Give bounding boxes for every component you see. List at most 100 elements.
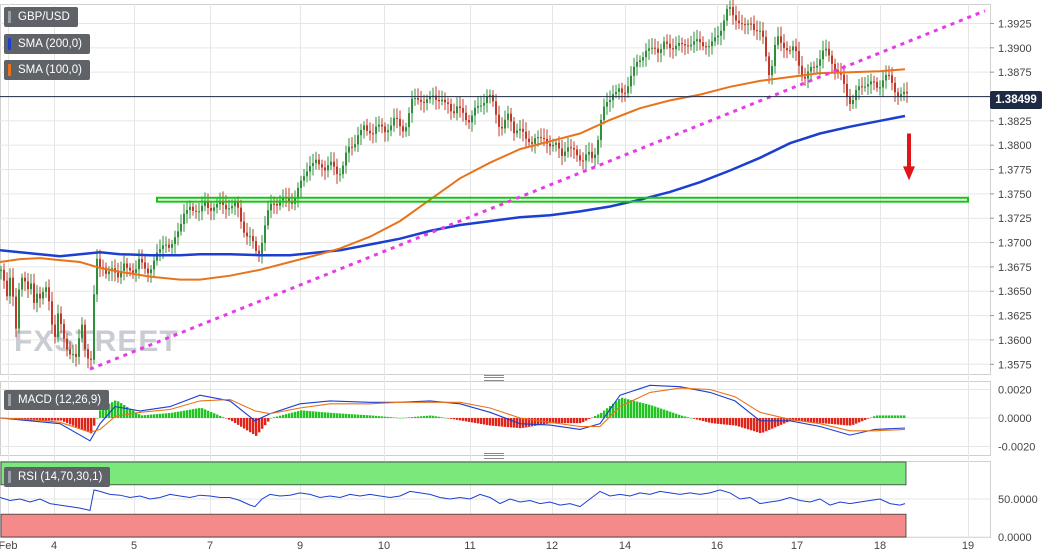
macd-histogram-bar — [804, 418, 807, 422]
rsi-swatch — [8, 471, 11, 483]
macd-histogram-bar — [810, 418, 813, 423]
candle-body — [654, 47, 656, 49]
candle-body — [801, 65, 803, 77]
candle-body — [504, 119, 506, 129]
candle-body — [507, 113, 509, 120]
candle-body — [792, 46, 794, 51]
macd-histogram-bar — [318, 411, 321, 418]
candle-body — [891, 75, 893, 83]
macd-histogram-bar — [639, 402, 642, 418]
macd-histogram-bar — [327, 412, 330, 418]
candle-body — [765, 36, 767, 57]
candle-body — [750, 23, 752, 25]
macd-histogram-bar — [885, 415, 888, 418]
macd-histogram-bar — [879, 415, 882, 418]
macd-histogram-bar — [462, 418, 465, 421]
rsi-resize-handle[interactable] — [484, 453, 504, 459]
macd-histogram-bar — [759, 418, 762, 434]
macd-histogram-bar — [369, 415, 372, 418]
macd-histogram-bar — [525, 418, 528, 428]
candle-body — [375, 126, 377, 134]
sma100-legend[interactable]: SMA (100,0) — [4, 60, 90, 80]
candle-body — [462, 108, 464, 113]
candle-body — [234, 202, 236, 207]
candle-body — [882, 80, 884, 88]
y-tick-label: 1.3600 — [998, 335, 1032, 347]
macd-histogram-bar — [834, 418, 837, 425]
candle-body — [198, 211, 200, 213]
macd-histogram-bar — [237, 418, 240, 425]
candle-body — [762, 30, 764, 37]
candle-body — [171, 244, 173, 248]
macd-histogram-bar — [672, 412, 675, 418]
sma200-legend[interactable]: SMA (200,0) — [4, 34, 90, 54]
macd-histogram-bar — [84, 418, 87, 431]
candle-body — [324, 167, 326, 171]
macd-histogram-bar — [183, 410, 186, 418]
candle-body — [471, 115, 473, 123]
candle-body — [129, 267, 131, 271]
y-tick-label: 1.3750 — [998, 189, 1032, 201]
candle-body — [513, 121, 515, 134]
candle-body — [177, 231, 179, 238]
candle-body — [213, 207, 215, 211]
symbol-label[interactable]: GBP/USD — [4, 7, 78, 27]
candle-body — [627, 86, 629, 94]
macd-histogram-bar — [309, 411, 312, 418]
macd-resize-handle[interactable] — [484, 375, 504, 381]
macd-histogram-bar — [372, 415, 375, 418]
candle-body — [861, 86, 863, 88]
macd-histogram-bar — [498, 418, 501, 427]
macd-histogram-bar — [447, 418, 450, 419]
candle-body — [834, 63, 836, 71]
candle-body — [678, 43, 680, 46]
candle-body — [24, 277, 26, 282]
candle-body — [600, 120, 602, 141]
symbol-text: GBP/USD — [18, 11, 70, 23]
candle-body — [825, 48, 827, 51]
macd-histogram-bar — [150, 414, 153, 418]
candle-body — [393, 117, 395, 126]
candle-body — [132, 270, 134, 273]
macd-histogram-bar — [822, 418, 825, 424]
macd-legend[interactable]: MACD (12,26,9) — [4, 390, 110, 410]
macd-histogram-bar — [75, 418, 78, 427]
candle-body — [903, 91, 905, 95]
candle-body — [441, 99, 443, 102]
candle-body — [501, 126, 503, 129]
x-tick-label: 10 — [378, 540, 390, 552]
candle-body — [567, 147, 569, 152]
candle-body — [120, 270, 122, 278]
candle-body — [720, 30, 722, 36]
macd-histogram-bar — [120, 403, 123, 418]
macd-histogram-bar — [282, 414, 285, 418]
candle-body — [522, 128, 524, 132]
macd-histogram-bar — [444, 417, 447, 419]
macd-histogram-bar — [837, 418, 840, 425]
macd-histogram-bar — [321, 412, 324, 418]
macd-histogram-bar — [336, 413, 339, 418]
macd-histogram-bar — [645, 403, 648, 418]
candle-body — [27, 281, 29, 290]
macd-histogram-bar — [177, 411, 180, 418]
candle-body — [534, 138, 536, 144]
candle-body — [408, 113, 410, 128]
candle-body — [381, 124, 383, 127]
rsi-legend[interactable]: RSI (14,70,30,1) — [4, 467, 111, 487]
macd-histogram-bar — [288, 413, 291, 418]
candle-body — [390, 125, 392, 131]
candle-body — [414, 98, 416, 100]
macd-histogram-bar — [90, 418, 93, 434]
candle-body — [489, 94, 491, 97]
macd-histogram-bar — [732, 418, 735, 426]
macd-histogram-bar — [357, 414, 360, 418]
macd-histogram-bar — [765, 418, 768, 432]
macd-histogram-bar — [849, 418, 852, 426]
candle-body — [876, 81, 878, 88]
candle-body — [138, 258, 140, 270]
macd-histogram-bar — [69, 418, 72, 425]
macd-histogram-bar — [648, 404, 651, 418]
y-tick-label: 1.3825 — [998, 116, 1032, 128]
macd-histogram-bar — [873, 416, 876, 418]
candle-body — [360, 130, 362, 136]
